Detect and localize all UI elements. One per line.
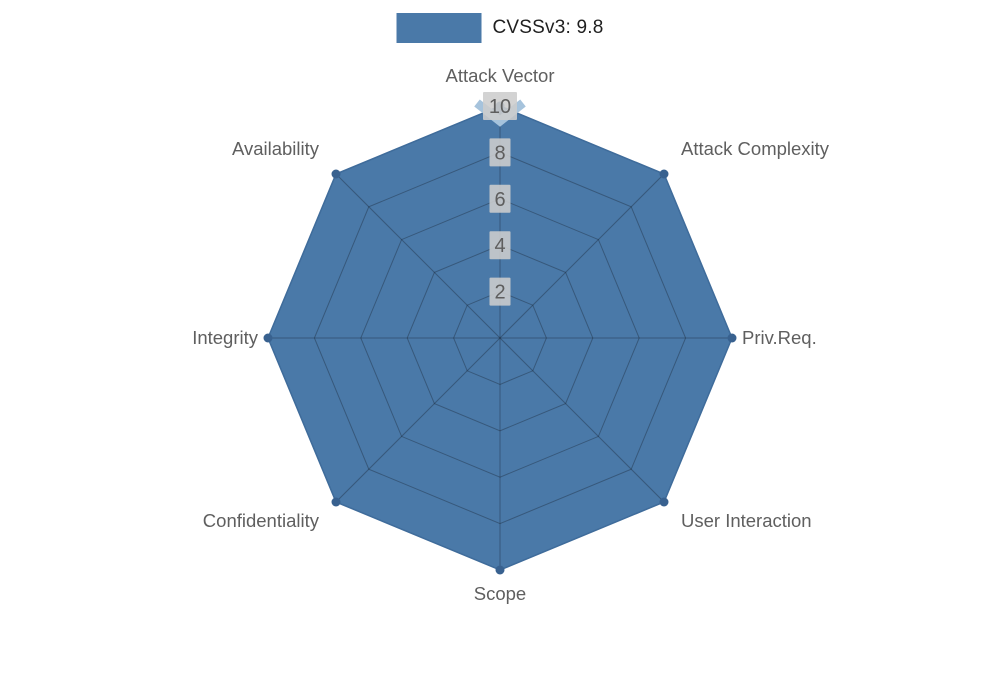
series-area xyxy=(268,106,732,570)
tick-box-10 xyxy=(483,92,517,120)
legend[interactable]: CVSSv3: 9.8 xyxy=(396,13,604,43)
tick-box-2 xyxy=(489,277,511,306)
axis-label-attack-complexity: Attack Complexity xyxy=(681,138,830,159)
grid-ring-2 xyxy=(453,291,547,385)
grid-ring-6 xyxy=(360,198,640,478)
legend-label: CVSSv3: 9.8 xyxy=(492,17,604,38)
axis-spoke-3 xyxy=(499,337,665,503)
grid-ring-8 xyxy=(313,151,687,525)
tick-box-6 xyxy=(489,184,511,213)
vertex-marker-5 xyxy=(331,497,341,507)
tick-box-4 xyxy=(489,231,511,260)
legend-swatch xyxy=(396,13,482,43)
tick-label-2: 2 xyxy=(494,282,505,304)
vertex-marker-3 xyxy=(659,497,669,507)
grid-ring-4 xyxy=(406,244,594,432)
axis-label-priv-req: Priv.Req. xyxy=(742,327,817,348)
tick-box-8 xyxy=(489,138,511,167)
axis-label-user-interaction: User Interaction xyxy=(681,510,812,531)
axis-spoke-5 xyxy=(335,337,501,503)
axis-label-confidentiality: Confidentiality xyxy=(203,510,320,531)
vertex-marker-2 xyxy=(727,333,737,343)
vertex-marker-6 xyxy=(263,333,273,343)
vertex-marker-1 xyxy=(659,169,669,179)
axis-label-attack-vector: Attack Vector xyxy=(446,65,555,86)
tick-label-6: 6 xyxy=(494,189,505,211)
axis-label-availability: Availability xyxy=(232,138,320,159)
tick-label-10: 10 xyxy=(489,96,511,118)
tick-label-4: 4 xyxy=(494,235,505,257)
tick-label-8: 8 xyxy=(494,142,505,164)
axis-label-integrity: Integrity xyxy=(192,327,259,348)
axis-spoke-7 xyxy=(335,173,501,339)
axis-spoke-1 xyxy=(499,173,665,339)
vertex-marker-7 xyxy=(331,169,341,179)
axis-label-scope: Scope xyxy=(474,583,526,604)
vertex-marker-4 xyxy=(495,565,505,575)
